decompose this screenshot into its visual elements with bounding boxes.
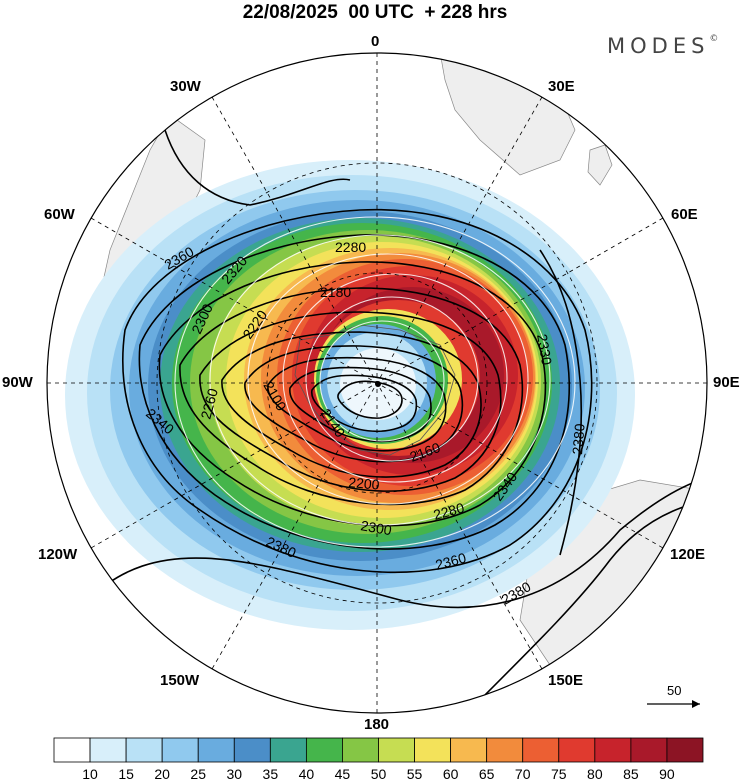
contour-2360-west xyxy=(164,129,351,206)
longitude-label-150e: 150E xyxy=(548,672,584,689)
longitude-label-0: 0 xyxy=(371,33,380,50)
colorbar-tick-label: 20 xyxy=(154,766,170,782)
map-boundary xyxy=(46,52,708,714)
contour-label: 2360 xyxy=(434,549,468,573)
contour-2300 xyxy=(179,287,524,506)
contour-label: 2330 xyxy=(534,333,555,367)
brand-text: MODES xyxy=(607,34,710,58)
reference-vector-label: 50 xyxy=(667,683,682,698)
madagascar-landmass xyxy=(587,144,613,186)
reference-vector xyxy=(647,700,700,708)
colorbar-tick-label: 30 xyxy=(226,766,243,782)
antarctica-coastline xyxy=(294,324,456,456)
forecast-title: 22/08/2025 00 UTC + 228 hrs xyxy=(242,2,508,23)
colorbar-tick-label: 90 xyxy=(659,766,675,782)
brand-mark: © xyxy=(709,34,719,44)
contour-2100 xyxy=(337,380,403,419)
longitude-label-60w: 60W xyxy=(44,206,75,223)
contour-2360 xyxy=(122,208,593,574)
height-contours xyxy=(87,129,707,701)
longitude-label-150w: 150W xyxy=(160,672,200,689)
colorbar-tick-label: 65 xyxy=(478,766,495,782)
longitude-label-90e: 90E xyxy=(713,374,740,391)
colorbar-tick-label: 70 xyxy=(514,766,531,782)
longitude-label-180: 180 xyxy=(364,716,390,733)
longitude-label-120w: 120W xyxy=(38,546,78,563)
longitude-label-90w: 90W xyxy=(2,374,33,391)
colorbar-tick-label: 50 xyxy=(370,766,387,782)
contour-label: 2260 xyxy=(197,386,221,420)
colorbar-tick-label: 10 xyxy=(82,766,98,782)
colorbar-tick-label: 40 xyxy=(298,766,315,782)
contour-2160 xyxy=(289,366,432,443)
colorbar-tick-label: 60 xyxy=(442,766,459,782)
longitude-label-120e: 120E xyxy=(670,546,706,563)
contour-label: 2200 xyxy=(348,474,381,493)
longitude-label-30w: 30W xyxy=(170,78,201,95)
contour-label: 2280 xyxy=(432,499,466,523)
colorbar-tick-label: 45 xyxy=(334,766,351,782)
contour-label: 2180 xyxy=(320,284,351,300)
contour-2320 xyxy=(158,261,547,527)
modes-brand-logo: MODES© xyxy=(607,34,718,58)
polar-stereographic-map: 2360 2320 2280 2180 2220 2300 2100 2330 … xyxy=(46,52,708,714)
colorbar-tick-label: 85 xyxy=(623,766,639,782)
colorbar-tick-label: 25 xyxy=(190,766,207,782)
colorbar-tick-label: 35 xyxy=(262,766,279,782)
contour-label: 2280 xyxy=(335,239,366,255)
wind-streamlines xyxy=(174,216,576,548)
longitude-label-60e: 60E xyxy=(671,206,698,223)
longitude-label-30e: 30E xyxy=(548,78,575,95)
colorbar-tick-label: 75 xyxy=(550,766,567,782)
contour-2260 xyxy=(221,331,482,478)
contour-2380-outer xyxy=(87,475,707,609)
contour-label: 2380 xyxy=(569,423,588,456)
colorbar-tick-label: 80 xyxy=(587,766,603,782)
contour-2180 xyxy=(267,356,447,452)
contour-2280 xyxy=(199,311,502,492)
contour-label: 2300 xyxy=(359,517,393,538)
colorbar-tick-label: 15 xyxy=(118,766,134,782)
colorbar-tick-label: 55 xyxy=(406,766,423,782)
contour-2340 xyxy=(138,234,571,550)
south-pole-marker xyxy=(375,381,381,387)
